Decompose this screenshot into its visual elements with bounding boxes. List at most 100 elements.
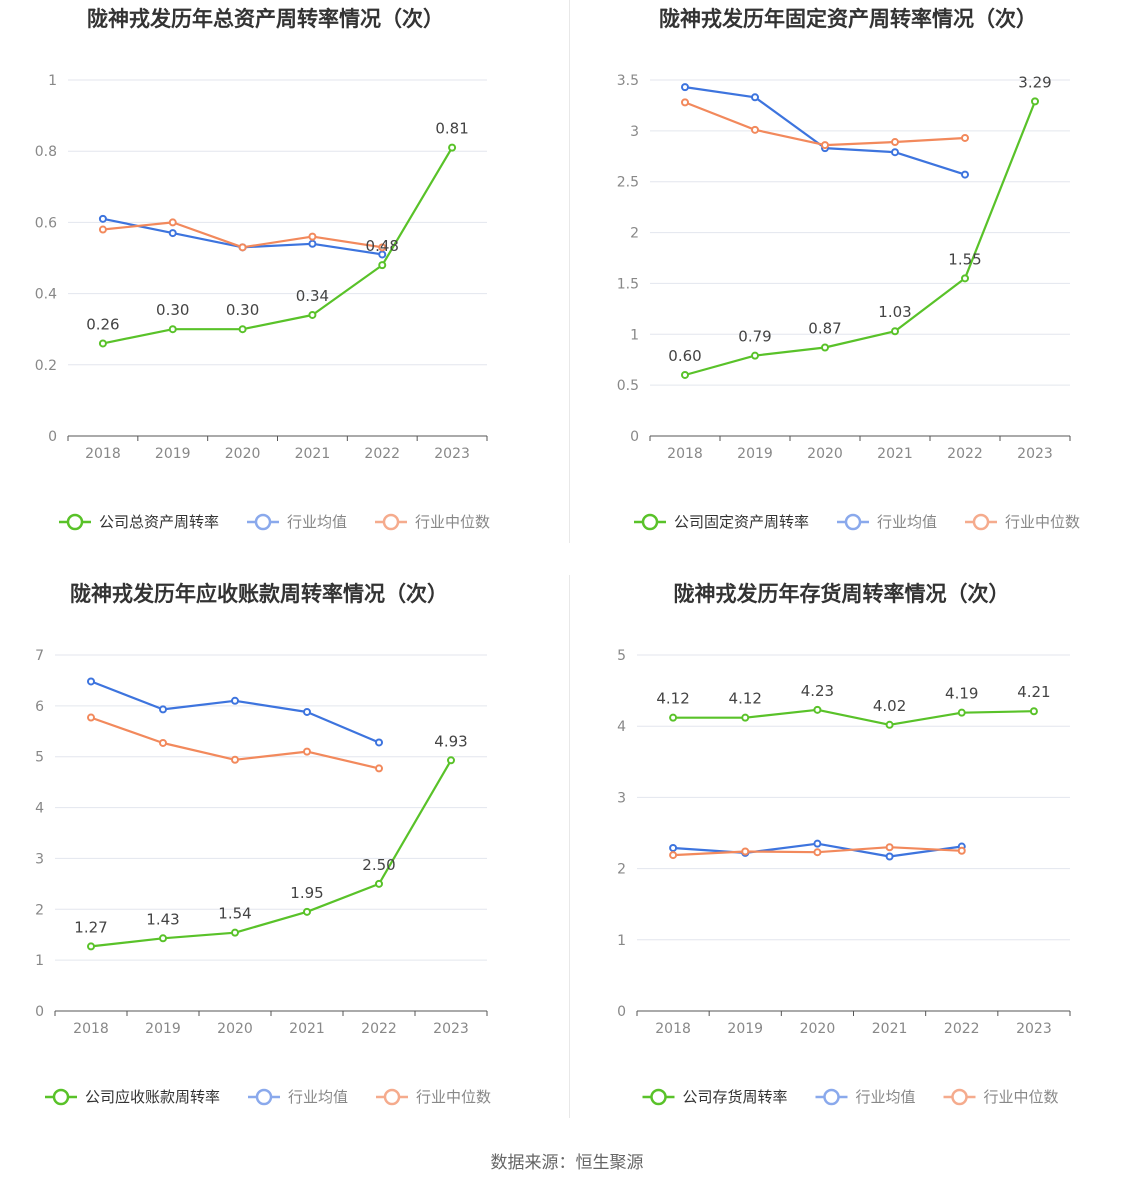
vertical-divider-top [569,0,570,543]
legend-marker-icon [844,513,862,531]
data-point-industry_median [961,133,969,142]
legend-label: 公司总资产周转率 [99,513,219,531]
chart-title: 陇神戎发历年应收账款周转率情况（次） [70,582,448,606]
y-tick-label: 2 [617,862,626,878]
data-label: 1.43 [146,910,179,928]
x-tick-label: 2020 [800,1021,836,1037]
data-point-industry_median [751,125,759,134]
data-point-industry_avg [681,83,689,92]
data-point-industry_avg [813,839,822,848]
data-point-company [231,928,239,937]
y-tick-label: 3 [617,790,626,806]
chart-svg: 陇神戎发历年应收账款周转率情况（次） 0 1 2 3 4 5 6 7 2018 2019 2020 20… [35,582,491,1106]
chart-title: 陇神戎发历年存货周转率情况（次） [674,582,1010,606]
legend-label: 行业中位数 [415,513,490,531]
y-tick-label: 0.4 [35,287,57,303]
x-tick-label: 2021 [295,446,331,462]
data-point-company [813,705,822,714]
data-point-industry_avg [159,705,167,714]
x-tick-label: 2018 [73,1021,109,1037]
data-point-company [821,343,829,352]
x-tick-label: 2022 [947,446,983,462]
data-label: 2.50 [362,856,395,874]
data-label: 4.93 [434,732,467,750]
total-asset-turnover-chart: 陇神戎发历年总资产周转率情况（次） 0 0.2 0.4 0.6 0.8 1 2018 2019 2… [0,0,567,575]
x-tick-label: 2023 [434,446,470,462]
data-point-industry_median [98,225,107,234]
data-label: 4.12 [656,690,689,708]
legend-label: 行业均值 [288,1088,348,1106]
data-point-industry_avg [885,852,894,861]
y-tick-label: 2 [35,902,44,918]
data-point-industry_avg [961,170,969,179]
y-tick-label: 7 [35,648,44,664]
y-tick-label: 5 [35,750,44,766]
x-tick-label: 2021 [877,446,913,462]
y-tick-label: 0.8 [35,144,57,160]
x-tick-label: 2021 [872,1021,908,1037]
y-tick-label: 3 [630,124,639,140]
legend-marker-icon [383,1088,401,1106]
data-point-industry_avg [231,696,239,705]
x-tick-label: 2018 [667,446,703,462]
data-point-industry_median [891,138,899,147]
data-point-industry_median [378,243,387,252]
data-point-company [751,351,759,360]
data-point-company [87,942,95,951]
x-tick-label: 2019 [155,446,191,462]
data-point-company [448,143,457,152]
series-line-company [673,708,1034,726]
data-point-company [891,327,899,336]
data-source-note: 数据来源：恒生聚源 [490,1153,644,1173]
vertical-divider-bottom [569,575,570,1118]
legend-marker-icon [382,513,400,531]
x-tick-label: 2018 [655,1021,691,1037]
x-tick-label: 2022 [944,1021,980,1037]
y-tick-label: 1 [617,933,626,949]
y-tick-label: 0 [35,1004,44,1020]
legend-label: 行业中位数 [1005,513,1080,531]
data-label: 1.55 [948,250,981,268]
legend-label: 公司固定资产周转率 [674,513,809,531]
data-label: 1.95 [290,884,323,902]
data-point-company [159,934,167,943]
x-tick-label: 2020 [807,446,843,462]
y-tick-label: 0 [617,1004,626,1020]
legend-label: 公司存货周转率 [683,1088,788,1106]
y-tick-label: 4 [617,719,626,735]
data-point-industry_median [168,218,177,227]
data-label: 0.34 [296,287,329,305]
data-point-industry_median [308,232,317,241]
y-tick-label: 0 [48,429,57,445]
series-line-company [90,759,452,948]
data-label: 4.23 [801,682,834,700]
legend-label: 行业中位数 [984,1088,1059,1106]
data-label: 4.19 [945,685,978,703]
data-point-company [98,339,107,348]
x-tick-label: 2023 [1017,446,1053,462]
data-label: 4.12 [729,690,762,708]
data-point-industry_median [957,846,966,855]
data-point-company [1029,707,1038,716]
data-point-industry_median [669,851,678,860]
x-tick-label: 2019 [727,1021,763,1037]
data-point-company [741,713,750,722]
x-tick-label: 2022 [364,446,400,462]
data-point-industry_median [231,755,239,764]
data-label: 0.48 [366,237,399,255]
data-point-industry_avg [308,239,317,248]
y-tick-label: 6 [35,699,44,715]
x-tick-label: 2022 [361,1021,397,1037]
legend-marker-icon [254,513,272,531]
x-tick-label: 2019 [145,1021,181,1037]
data-label: 4.02 [873,697,906,715]
data-point-industry_avg [168,229,177,238]
chart-svg: 陇神戎发历年固定资产周转率情况（次） 0 0.5 1 1.5 2 2.5 3 3.5 2018 20… [617,7,1080,531]
legend-marker-icon [66,513,84,531]
y-tick-label: 3 [35,851,44,867]
x-tick-label: 2021 [289,1021,325,1037]
y-tick-label: 5 [617,648,626,664]
legend-marker-icon [972,513,990,531]
